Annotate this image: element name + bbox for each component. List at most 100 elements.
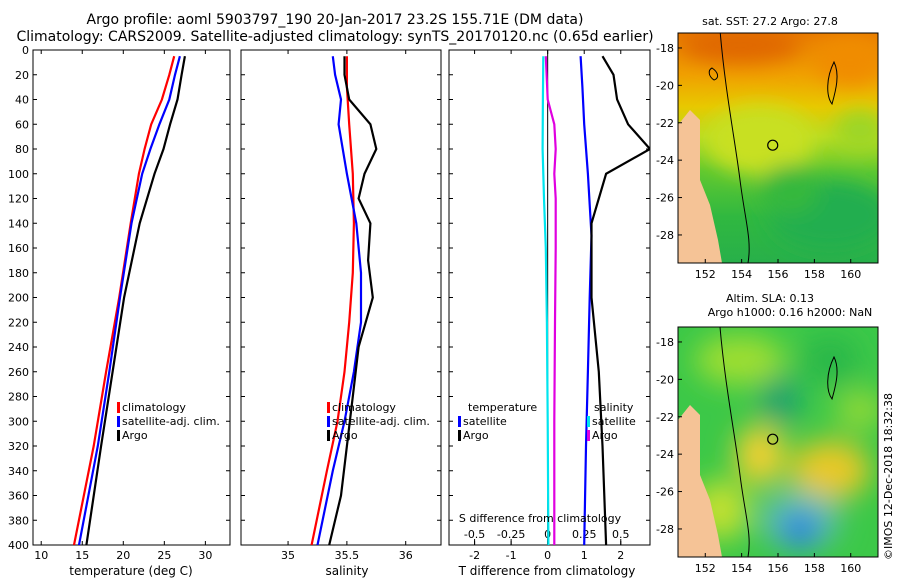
- lat-tick-label: -22: [656, 117, 674, 130]
- lat-tick-label: -28: [656, 229, 674, 242]
- series-line-argo: [328, 56, 378, 545]
- lon-tick-label: 158: [804, 268, 825, 281]
- legend-swatch: [458, 430, 461, 441]
- lon-tick-label: 160: [840, 562, 861, 575]
- y-tick-label: 260: [8, 366, 29, 379]
- legend-label: Argo: [332, 429, 358, 442]
- copyright-stamp: ©IMOS 12-Dec-2018 18:32:38: [882, 393, 895, 560]
- sla-map-axes: 152 154 156 158 160 -18 -20 -22 -24 -26 -28: [656, 336, 861, 575]
- argo-location-marker: [767, 139, 779, 151]
- lon-tick-label: 156: [768, 268, 789, 281]
- y-tick-label: 240: [8, 341, 29, 354]
- title-line-1: Argo profile: aoml 5903797_190 20-Jan-20…: [86, 12, 584, 28]
- x-tick-label: 0: [544, 549, 551, 562]
- land-mass: [678, 110, 722, 263]
- lon-tick-label: 152: [695, 268, 716, 281]
- temperature-panel: 0 20 40 60 80 100 120 140 160 180 200 220 240 260 280 3…: [8, 44, 231, 578]
- top-tick-label: -0.5: [464, 528, 485, 541]
- series-line-argo: [85, 56, 186, 545]
- y-tick-label: 140: [8, 217, 29, 230]
- difference-lines: [541, 55, 650, 545]
- lat-tick-label: -22: [656, 411, 674, 424]
- y-tick-label: 400: [8, 539, 29, 552]
- x-tick-label: 35.5: [335, 549, 360, 562]
- legend-title: salinity: [594, 401, 634, 414]
- lon-tick-label: 154: [731, 268, 752, 281]
- y-tick-label: 360: [8, 490, 29, 503]
- salinity-lines: [310, 56, 378, 545]
- sla-map-panel: Altim. SLA: 0.13 Argo h1000: 0.16 h2000:…: [656, 292, 879, 575]
- depth-axis: 0 20 40 60 80 100 120 140 160 180 200 220 240 260 280 3…: [8, 44, 230, 552]
- series-line-climatology: [310, 56, 356, 545]
- y-tick-label: 300: [8, 415, 29, 428]
- y-tick-label: 380: [8, 514, 29, 527]
- legend-label: satellite: [463, 415, 507, 428]
- temperature-lines: [72, 55, 186, 545]
- lat-tick-label: -24: [656, 448, 674, 461]
- temperature-axes-frame: [32, 49, 231, 546]
- reef-contour: [827, 60, 838, 106]
- series-line-s-satellite: [541, 56, 550, 545]
- bathymetry-contour: [719, 33, 750, 263]
- reef-contour: [827, 355, 838, 401]
- lat-tick-label: -20: [656, 373, 674, 386]
- sst-map-image: [678, 33, 878, 263]
- x-tick-label: -1: [506, 549, 517, 562]
- island-contour: [708, 67, 719, 81]
- legend-swatch: [587, 416, 590, 427]
- sla-map-title-1: Altim. SLA: 0.13: [726, 292, 814, 305]
- y-tick-label: 0: [22, 44, 29, 57]
- legend-label: satellite-adj. clim.: [122, 415, 220, 428]
- lat-tick-label: -26: [656, 192, 674, 205]
- y-tick-label: 40: [15, 94, 29, 107]
- legend-swatch: [587, 430, 590, 441]
- series-line-satellite-adj-clim-: [77, 55, 181, 545]
- legend-label: satellite-adj. clim.: [332, 415, 430, 428]
- sla-map-title-2: Argo h1000: 0.16 h2000: NaN: [708, 306, 873, 319]
- lon-tick-label: 158: [804, 562, 825, 575]
- series-line-t-argo: [590, 55, 650, 545]
- top-tick-label: -0.25: [497, 528, 525, 541]
- y-tick-label: 180: [8, 267, 29, 280]
- lon-tick-label: 156: [768, 562, 789, 575]
- legend-swatch: [117, 430, 120, 441]
- sst-map-panel: sat. SST: 27.2 Argo: 27.8 152 154 156 158 16…: [656, 15, 879, 281]
- y-tick-label: 100: [8, 168, 29, 181]
- x-tick-label: 36: [399, 549, 413, 562]
- x-tick-label: 2: [617, 549, 624, 562]
- series-line-s-argo: [544, 56, 557, 545]
- legend-swatch: [327, 430, 330, 441]
- difference-legend: temperature salinitysatelliteArgosatellit…: [458, 401, 636, 442]
- lon-tick-label: 152: [695, 562, 716, 575]
- argo-location-marker: [767, 433, 779, 445]
- t-diff-xlabel: T difference from climatology: [458, 564, 636, 578]
- sst-map-axes: 152 154 156 158 160 -18 -20 -22 -24 -26 -28: [656, 42, 861, 281]
- lat-tick-label: -28: [656, 523, 674, 536]
- y-tick-label: 220: [8, 316, 29, 329]
- legend-swatch: [327, 402, 330, 413]
- salinity-axes-frame: [240, 49, 442, 546]
- temperature-x-axis: 10 15 20 25 30: [34, 50, 212, 562]
- legend-label: Argo: [122, 429, 148, 442]
- x-tick-label: 30: [198, 549, 212, 562]
- x-tick-label: 1: [581, 549, 588, 562]
- y-tick-label: 80: [15, 143, 29, 156]
- sla-map-image: [678, 327, 878, 557]
- temperature-xlabel: temperature (deg C): [69, 564, 192, 578]
- lat-tick-label: -24: [656, 154, 674, 167]
- x-tick-label: 35: [281, 549, 295, 562]
- salinity-depth-ticks: [241, 49, 441, 546]
- bathymetry-contour: [719, 327, 750, 557]
- y-tick-label: 340: [8, 465, 29, 478]
- legend-swatch: [117, 402, 120, 413]
- lon-tick-label: 160: [840, 268, 861, 281]
- salinity-xlabel: salinity: [325, 564, 368, 578]
- salinity-x-axis: 35 35.5 36: [281, 50, 413, 562]
- x-tick-label: 25: [157, 549, 171, 562]
- legend-title: temperature: [468, 401, 537, 414]
- legend-swatch: [327, 416, 330, 427]
